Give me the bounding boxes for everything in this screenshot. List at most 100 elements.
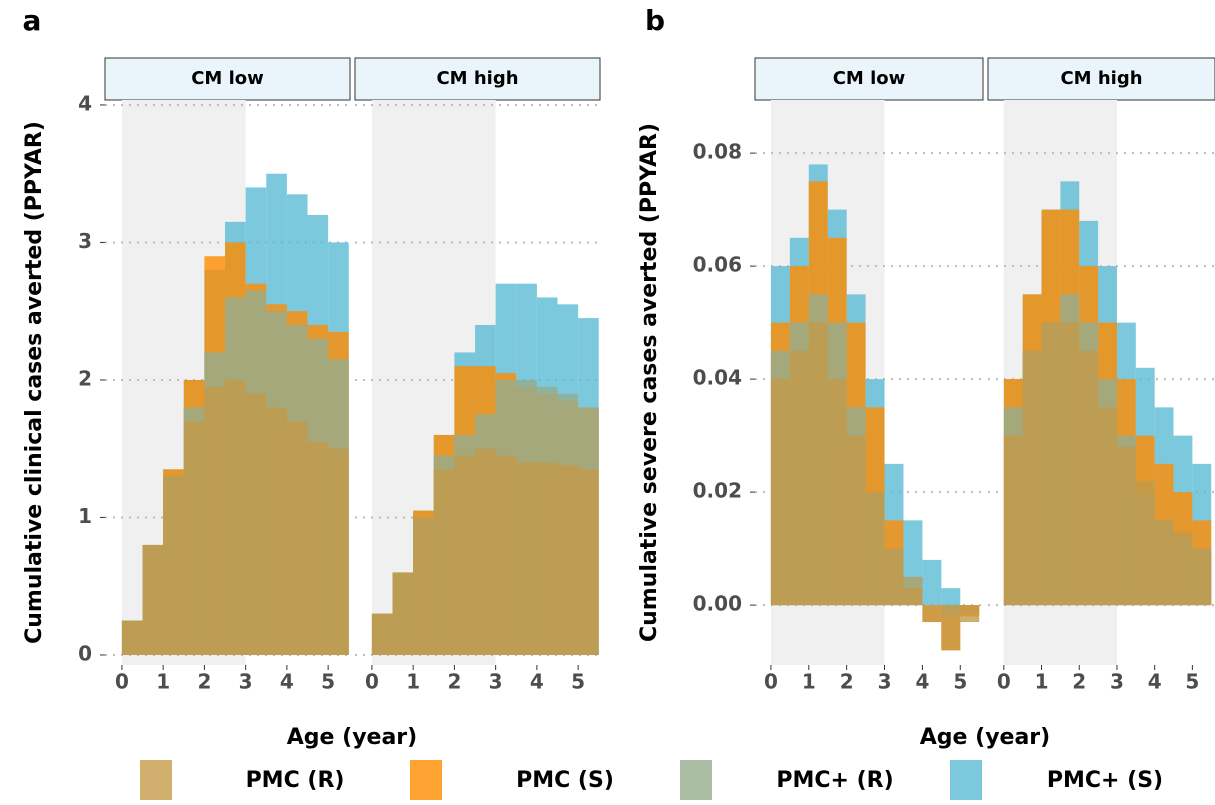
- x-tick-label: 5: [321, 670, 335, 694]
- x-tick-label: 4: [915, 670, 929, 694]
- bar: [578, 469, 599, 655]
- y-tick-label: 0.04: [693, 366, 742, 390]
- x-tick-label: 5: [1185, 670, 1199, 694]
- bar: [1135, 480, 1155, 606]
- legend-swatch: [410, 760, 442, 800]
- bar: [371, 613, 393, 655]
- panel-letter: a: [23, 4, 42, 37]
- bar: [922, 559, 942, 606]
- x-axis-label: Age (year): [287, 725, 417, 750]
- x-tick-label: 2: [840, 670, 854, 694]
- bar: [307, 441, 329, 655]
- bar: [454, 455, 476, 655]
- x-tick-label: 2: [197, 670, 211, 694]
- bar: [1116, 446, 1136, 606]
- y-tick-label: 2: [78, 366, 92, 390]
- bar: [789, 350, 809, 606]
- bar: [1060, 322, 1080, 606]
- y-tick-label: 0: [78, 641, 92, 665]
- x-tick-label: 3: [489, 670, 503, 694]
- bar: [475, 448, 496, 655]
- bar: [941, 605, 961, 651]
- bar: [121, 620, 143, 655]
- bar: [1154, 520, 1174, 606]
- y-tick-label: 0.06: [693, 253, 742, 277]
- legend-swatch: [140, 760, 172, 800]
- y-tick-label: 3: [78, 229, 92, 253]
- x-tick-label: 0: [764, 670, 778, 694]
- bar: [1079, 350, 1099, 606]
- bar: [413, 517, 434, 655]
- panel-letter: b: [645, 4, 665, 37]
- bar: [808, 322, 828, 606]
- bar: [1173, 531, 1193, 606]
- bar: [865, 492, 885, 606]
- y-tick-label: 0.00: [693, 592, 742, 616]
- bar: [941, 588, 961, 606]
- x-tick-label: 1: [1035, 670, 1049, 694]
- bar: [495, 455, 517, 655]
- x-tick-label: 4: [280, 670, 294, 694]
- legend-swatch: [680, 760, 712, 800]
- x-tick-label: 5: [571, 670, 585, 694]
- facet-strip: [354, 57, 601, 101]
- y-tick-label: 1: [78, 504, 92, 528]
- bar: [557, 465, 579, 655]
- x-tick-label: 4: [1148, 670, 1162, 694]
- y-tick-label: 4: [78, 91, 92, 115]
- legend-swatch: [950, 760, 982, 800]
- bar: [142, 544, 164, 655]
- y-axis-label: Cumulative severe cases averted (PPYAR): [637, 123, 662, 642]
- bar: [960, 605, 980, 623]
- facet-title: CM low: [191, 68, 264, 89]
- bar: [183, 421, 205, 655]
- bar: [392, 572, 414, 655]
- x-tick-label: 3: [878, 670, 892, 694]
- legend-label: PMC+ (R): [776, 768, 893, 793]
- x-tick-label: 3: [239, 670, 253, 694]
- y-axis-label: Cumulative clinical cases averted (PPYAR…: [22, 121, 47, 644]
- x-tick-label: 5: [953, 670, 967, 694]
- x-tick-label: 0: [365, 670, 379, 694]
- bar: [884, 548, 904, 606]
- x-axis-label: Age (year): [920, 725, 1050, 750]
- bar: [433, 469, 455, 655]
- bar: [245, 393, 267, 655]
- facet-strip: [104, 57, 351, 101]
- bar: [1192, 548, 1212, 606]
- facet-title: CM high: [436, 68, 518, 89]
- y-tick-label: 0.08: [693, 140, 742, 164]
- x-tick-label: 1: [406, 670, 420, 694]
- facet-title: CM low: [833, 68, 906, 89]
- bar: [1041, 322, 1061, 606]
- legend-label: PMC (S): [516, 768, 614, 793]
- bar: [922, 605, 942, 623]
- bar: [328, 448, 349, 655]
- bar: [163, 476, 184, 655]
- y-tick-label: 0.02: [693, 479, 742, 503]
- x-tick-label: 1: [156, 670, 170, 694]
- legend-label: PMC+ (S): [1047, 768, 1163, 793]
- x-tick-label: 1: [802, 670, 816, 694]
- x-tick-label: 3: [1110, 670, 1124, 694]
- bar: [286, 421, 308, 655]
- legend-label: PMC (R): [246, 768, 345, 793]
- bar: [204, 386, 226, 655]
- x-tick-label: 4: [530, 670, 544, 694]
- bar: [1022, 350, 1042, 606]
- bar: [770, 379, 790, 606]
- bar: [903, 588, 923, 606]
- bar: [266, 407, 287, 655]
- x-tick-label: 2: [447, 670, 461, 694]
- bar: [846, 435, 866, 606]
- bar: [225, 379, 246, 655]
- x-tick-label: 0: [997, 670, 1011, 694]
- bar: [827, 379, 847, 606]
- x-tick-label: 2: [1072, 670, 1086, 694]
- bar: [516, 462, 537, 655]
- facet-title: CM high: [1060, 68, 1142, 89]
- facet-strip: [754, 57, 984, 101]
- bar: [536, 462, 558, 655]
- bar: [1098, 407, 1117, 606]
